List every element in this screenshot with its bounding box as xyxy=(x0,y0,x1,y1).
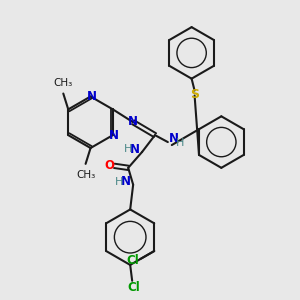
Text: Cl: Cl xyxy=(128,281,140,294)
Text: CH₃: CH₃ xyxy=(54,78,73,88)
Text: S: S xyxy=(190,88,199,101)
Text: O: O xyxy=(104,159,114,172)
Text: N: N xyxy=(128,115,138,128)
Text: N: N xyxy=(169,132,179,145)
Text: N: N xyxy=(109,129,119,142)
Text: H: H xyxy=(176,138,184,148)
Text: H: H xyxy=(115,177,124,187)
Text: H: H xyxy=(124,144,132,154)
Text: CH₃: CH₃ xyxy=(76,170,95,180)
Text: N: N xyxy=(86,90,97,103)
Text: N: N xyxy=(130,142,140,155)
Text: Cl: Cl xyxy=(126,254,139,268)
Text: N: N xyxy=(121,175,131,188)
